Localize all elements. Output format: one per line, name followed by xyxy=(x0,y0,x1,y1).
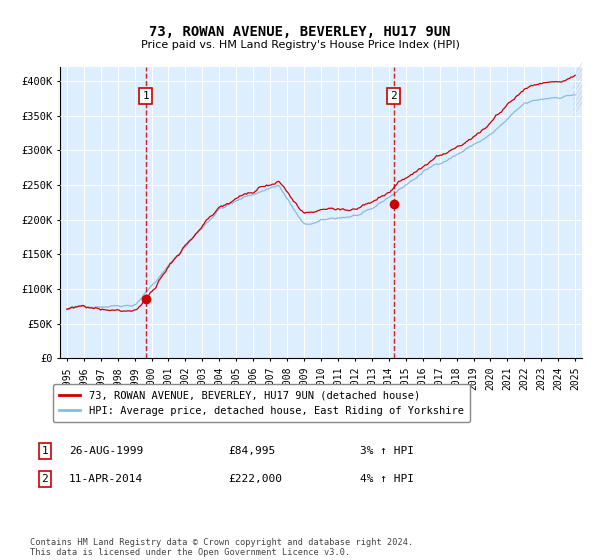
Text: Price paid vs. HM Land Registry's House Price Index (HPI): Price paid vs. HM Land Registry's House … xyxy=(140,40,460,50)
Text: 1: 1 xyxy=(41,446,49,456)
Text: 2: 2 xyxy=(41,474,49,484)
Text: 1: 1 xyxy=(142,91,149,101)
Text: 3% ↑ HPI: 3% ↑ HPI xyxy=(360,446,414,456)
Text: 2: 2 xyxy=(390,91,397,101)
Text: 26-AUG-1999: 26-AUG-1999 xyxy=(69,446,143,456)
Text: 73, ROWAN AVENUE, BEVERLEY, HU17 9UN: 73, ROWAN AVENUE, BEVERLEY, HU17 9UN xyxy=(149,25,451,39)
Text: Contains HM Land Registry data © Crown copyright and database right 2024.
This d: Contains HM Land Registry data © Crown c… xyxy=(30,538,413,557)
Text: £222,000: £222,000 xyxy=(228,474,282,484)
Text: £84,995: £84,995 xyxy=(228,446,275,456)
Text: 11-APR-2014: 11-APR-2014 xyxy=(69,474,143,484)
Legend: 73, ROWAN AVENUE, BEVERLEY, HU17 9UN (detached house), HPI: Average price, detac: 73, ROWAN AVENUE, BEVERLEY, HU17 9UN (de… xyxy=(53,384,470,422)
Text: 4% ↑ HPI: 4% ↑ HPI xyxy=(360,474,414,484)
